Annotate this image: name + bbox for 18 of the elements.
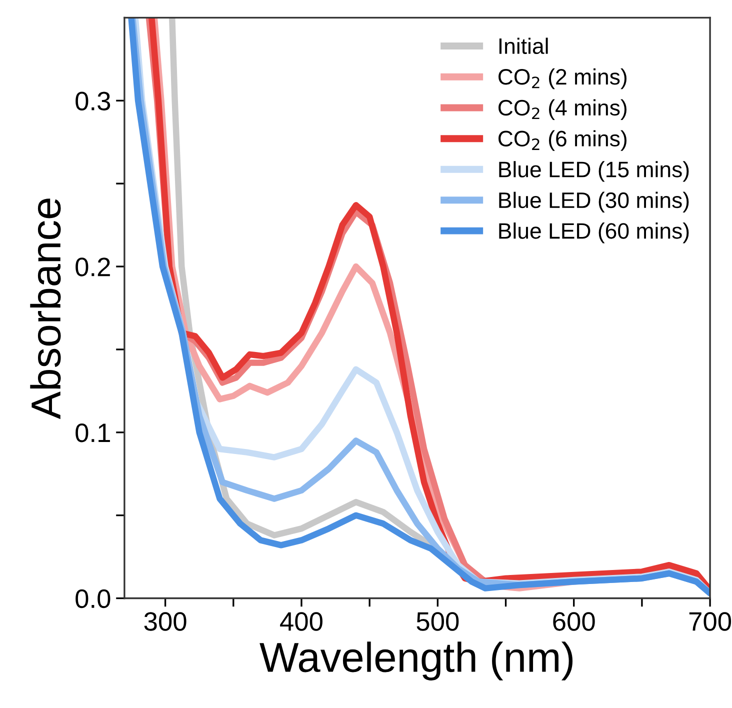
x-tick-label: 300 xyxy=(144,612,186,631)
y-tick-label: 0.3 xyxy=(76,92,110,110)
legend-label: CO$_{2}$ (6 mins) xyxy=(498,130,626,151)
legend-label: Initial xyxy=(499,38,548,54)
x-tick-label: 600 xyxy=(553,612,595,631)
x-tick-label: 500 xyxy=(416,612,459,631)
legend-label: Blue LED (60 mins) xyxy=(499,222,689,244)
y-tick-label: 0.0 xyxy=(76,589,110,608)
legend-label: Blue LED (30 mins) xyxy=(499,192,689,212)
legend-label: CO$_{2}$ (4 mins) xyxy=(498,99,626,120)
legend-label: Blue LED (15 mins) xyxy=(499,161,689,182)
x-tick-label: 700 xyxy=(689,612,732,631)
y-axis-title: Absorbance xyxy=(30,198,61,420)
y-tick-label: 0.1 xyxy=(76,424,110,442)
x-tick-label: 400 xyxy=(280,612,322,631)
legend-label: CO$_{2}$ (2 mins) xyxy=(498,68,626,90)
x-axis-title: Wavelength (nm) xyxy=(260,642,573,680)
y-tick-label: 0.2 xyxy=(76,258,110,276)
